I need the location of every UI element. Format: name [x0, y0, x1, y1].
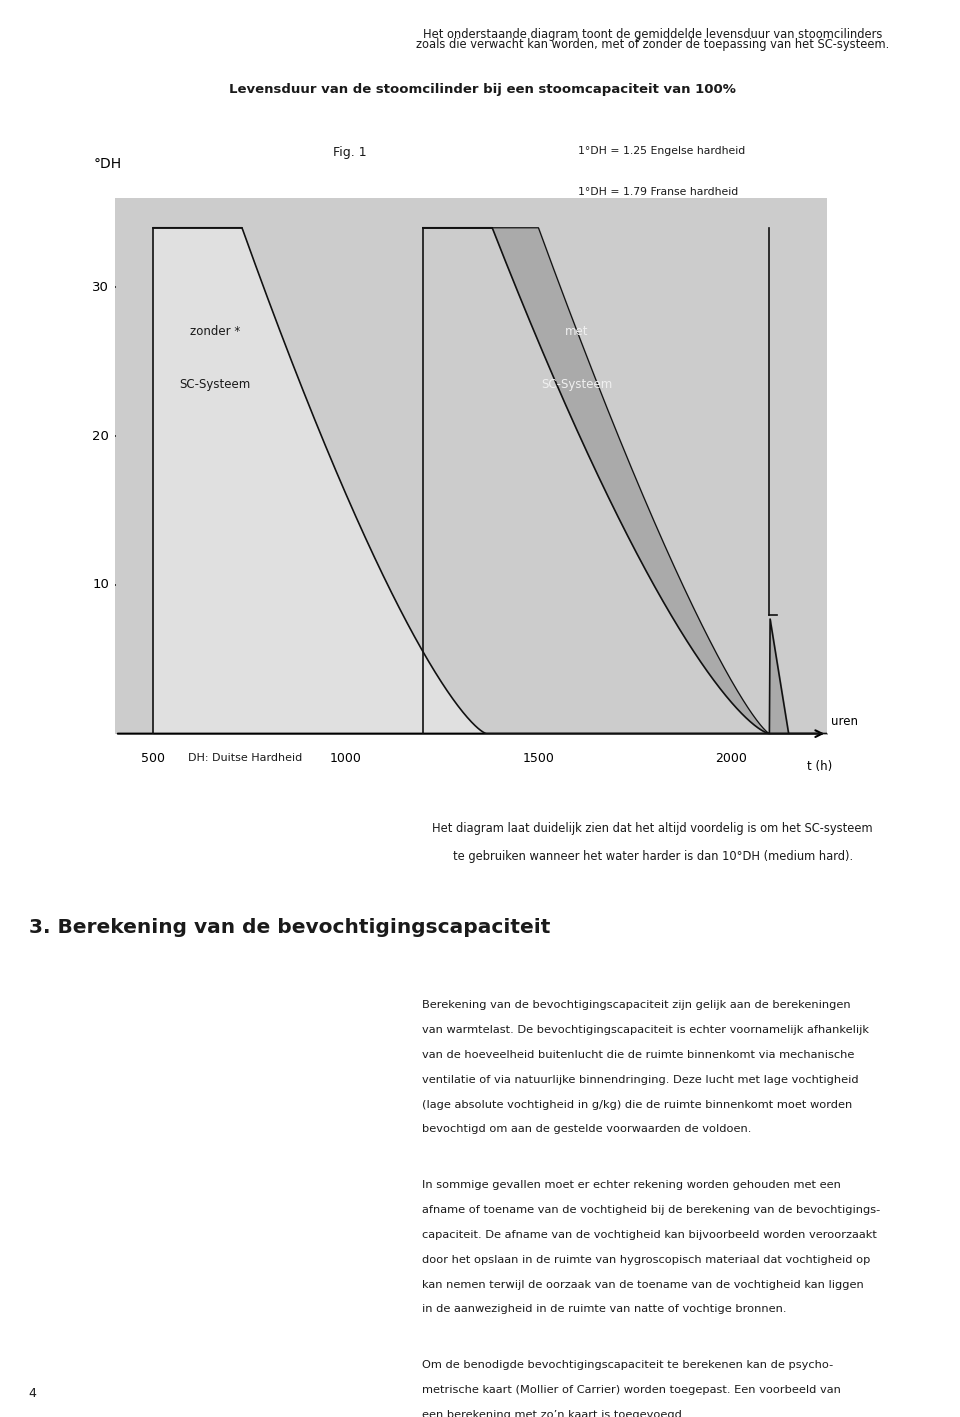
Text: Het onderstaande diagram toont de gemiddelde levensduur van stoomcilinders: Het onderstaande diagram toont de gemidd…: [423, 28, 882, 41]
Text: SC-Systeem: SC-Systeem: [180, 377, 251, 391]
Text: te gebruiken wanneer het water harder is dan 10°DH (medium hard).: te gebruiken wanneer het water harder is…: [453, 850, 852, 863]
Text: ventilatie of via natuurlijke binnendringing. Deze lucht met lage vochtigheid: ventilatie of via natuurlijke binnendrin…: [422, 1074, 859, 1085]
Text: SC-Systeem: SC-Systeem: [541, 377, 612, 391]
Text: Berekening van de bevochtigingscapaciteit zijn gelijk aan de berekeningen: Berekening van de bevochtigingscapacitei…: [422, 1000, 851, 1010]
Text: 2000: 2000: [715, 751, 747, 765]
Text: van de hoeveelheid buitenlucht die de ruimte binnenkomt via mechanische: van de hoeveelheid buitenlucht die de ru…: [422, 1050, 854, 1060]
Text: zonder *: zonder *: [190, 326, 240, 339]
Text: Fig. 1: Fig. 1: [333, 146, 367, 159]
Text: afname of toename van de vochtigheid bij de berekening van de bevochtigings-: afname of toename van de vochtigheid bij…: [422, 1204, 880, 1216]
Text: maar met periodiek doorspoelen: maar met periodiek doorspoelen: [589, 343, 772, 353]
Text: *: *: [571, 343, 579, 359]
Text: 1°DH = 1.05 Amerikaanse hardheid: 1°DH = 1.05 Amerikaanse hardheid: [578, 228, 773, 238]
Text: 1°DH =17.9 mg/l CaCo₃ (ppm): 1°DH =17.9 mg/l CaCo₃ (ppm): [578, 269, 744, 279]
Text: met: met: [565, 326, 588, 339]
Text: 4: 4: [29, 1387, 36, 1400]
Text: Het diagram laat duidelijk zien dat het altijd voordelig is om het SC-systeem: Het diagram laat duidelijk zien dat het …: [433, 822, 873, 835]
Text: uren: uren: [831, 716, 858, 728]
Text: t (h): t (h): [806, 761, 832, 774]
Text: 20: 20: [92, 429, 109, 442]
Text: capaciteit. De afname van de vochtigheid kan bijvoorbeeld worden veroorzaakt: capaciteit. De afname van de vochtigheid…: [422, 1230, 877, 1240]
Text: zoals die verwacht kan worden, met of zonder de toepassing van het SC-systeem.: zoals die verwacht kan worden, met of zo…: [417, 38, 889, 51]
Text: 1500: 1500: [522, 751, 554, 765]
Text: DH: Duitse Hardheid: DH: Duitse Hardheid: [187, 754, 301, 764]
Text: 1°DH = 1.25 Engelse hardheid: 1°DH = 1.25 Engelse hardheid: [578, 146, 745, 156]
Text: metrische kaart (Mollier of Carrier) worden toegepast. Een voorbeeld van: metrische kaart (Mollier of Carrier) wor…: [422, 1386, 841, 1396]
Text: °DH: °DH: [94, 157, 122, 171]
Text: Levensduur van de stoomcilinder bij een stoomcapaciteit van 100%: Levensduur van de stoomcilinder bij een …: [229, 82, 735, 96]
Text: kan nemen terwijl de oorzaak van de toename van de vochtigheid kan liggen: kan nemen terwijl de oorzaak van de toen…: [422, 1280, 864, 1289]
Text: In sommige gevallen moet er echter rekening worden gehouden met een: In sommige gevallen moet er echter reken…: [422, 1180, 841, 1190]
Text: in de aanwezigheid in de ruimte van natte of vochtige bronnen.: in de aanwezigheid in de ruimte van natt…: [422, 1304, 787, 1315]
Text: 1°DH = 1.79 Franse hardheid: 1°DH = 1.79 Franse hardheid: [578, 187, 738, 197]
Text: van de cilinder: van de cilinder: [589, 378, 672, 388]
Text: 1000: 1000: [330, 751, 362, 765]
Text: bevochtigd om aan de gestelde voorwaarden de voldoen.: bevochtigd om aan de gestelde voorwaarde…: [422, 1125, 752, 1135]
Text: Om de benodigde bevochtigingscapaciteit te berekenen kan de psycho-: Om de benodigde bevochtigingscapaciteit …: [422, 1360, 833, 1370]
Text: (lage absolute vochtigheid in g/kg) die de ruimte binnenkomt moet worden: (lage absolute vochtigheid in g/kg) die …: [422, 1100, 852, 1110]
Text: van warmtelast. De bevochtigingscapaciteit is echter voornamelijk afhankelijk: van warmtelast. De bevochtigingscapacite…: [422, 1026, 870, 1036]
Text: 10: 10: [92, 578, 109, 591]
Text: 500: 500: [141, 751, 165, 765]
Text: 30: 30: [92, 281, 109, 293]
Text: door het opslaan in de ruimte van hygroscopisch materiaal dat vochtigheid op: door het opslaan in de ruimte van hygros…: [422, 1255, 871, 1265]
Text: 3. Berekening van de bevochtigingscapaciteit: 3. Berekening van de bevochtigingscapaci…: [29, 918, 550, 937]
Text: een berekening met zo’n kaart is toegevoegd.: een berekening met zo’n kaart is toegevo…: [422, 1410, 685, 1417]
